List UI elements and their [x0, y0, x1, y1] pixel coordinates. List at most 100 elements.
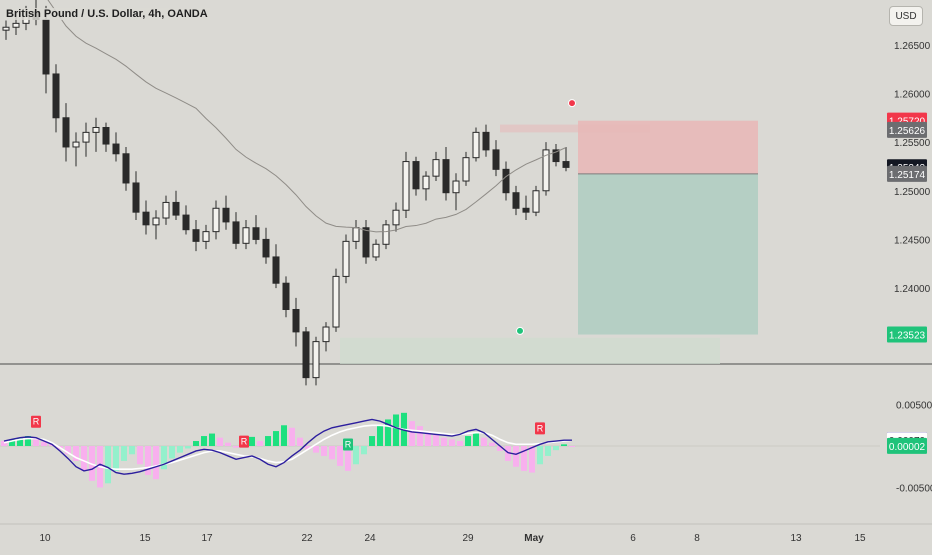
histogram-bar	[273, 431, 279, 446]
candle-body	[522, 207, 530, 213]
histogram-bar	[393, 414, 399, 446]
histogram-bar	[529, 446, 535, 473]
candle-body	[182, 214, 190, 231]
histogram-bar	[201, 436, 207, 446]
candle-body	[252, 227, 260, 240]
candle-body	[262, 238, 270, 258]
candle-body	[362, 227, 370, 258]
candle-body	[102, 126, 110, 145]
signal-marker	[535, 422, 545, 435]
currency-button[interactable]: USD	[889, 6, 923, 26]
candle-body	[162, 201, 170, 219]
candle-body	[62, 117, 70, 148]
candle-body	[482, 131, 490, 151]
histogram-bar	[489, 442, 495, 446]
histogram-bar	[129, 446, 135, 455]
candle-body	[72, 141, 80, 148]
histogram-bar	[417, 426, 423, 446]
histogram-bar	[177, 446, 183, 453]
osc-badge-bg	[887, 437, 927, 454]
histogram-bar	[121, 446, 127, 461]
candle-body	[542, 149, 550, 192]
candle-body	[472, 131, 480, 159]
candle-body	[222, 207, 230, 223]
histogram-bar	[9, 439, 15, 446]
histogram-bar	[17, 437, 23, 446]
price-badge: 1.25626	[889, 126, 926, 137]
candle-body	[422, 175, 430, 190]
histogram-bar	[105, 446, 111, 484]
time-tick-label: 8	[694, 533, 700, 544]
candle-body	[352, 227, 360, 242]
candle-body	[172, 201, 180, 216]
histogram-bar	[137, 446, 143, 465]
candle-body	[452, 180, 460, 194]
histogram-bar	[409, 421, 415, 446]
histogram-bar	[65, 446, 71, 455]
candle-body	[342, 240, 350, 277]
time-tick-label: 29	[462, 533, 474, 544]
sell-signal-dot	[568, 99, 576, 108]
time-tick-label: 10	[39, 533, 51, 544]
candle-body	[282, 282, 290, 310]
histogram-bar	[249, 436, 255, 446]
chart-title: British Pound / U.S. Dollar, 4h, OANDA	[4, 8, 210, 20]
histogram-bar	[257, 441, 263, 446]
signal-marker	[239, 435, 249, 448]
histogram-bar	[113, 446, 119, 471]
osc-tick-label: -0.00500	[896, 483, 932, 494]
histogram-bar	[281, 425, 287, 446]
histogram-bar	[233, 446, 239, 448]
candle-body	[152, 217, 160, 226]
histogram-bar	[433, 434, 439, 446]
histogram-bar	[329, 446, 335, 460]
price-tick-label: 1.26000	[894, 89, 931, 100]
histogram-bar	[73, 446, 79, 461]
histogram-bar	[465, 436, 471, 446]
histogram-bar	[345, 446, 351, 471]
moving-average-line	[47, 0, 567, 233]
candle-body	[322, 326, 330, 343]
take-profit-zone	[578, 173, 758, 335]
histogram-bar	[153, 446, 159, 480]
price-badge-bg	[887, 326, 927, 343]
signal-marker	[343, 438, 353, 451]
histogram-bar	[425, 431, 431, 446]
histogram-bar	[353, 446, 359, 465]
signal-marker-label: R	[33, 417, 40, 427]
candle-body	[92, 126, 100, 133]
price-tick-label: 1.24000	[894, 284, 931, 295]
candle-body	[432, 159, 440, 177]
price-tick-label: 1.26500	[894, 41, 931, 52]
candle-body	[502, 168, 510, 194]
candle-body	[132, 182, 140, 213]
histogram-bar	[545, 446, 551, 456]
histogram-bar	[161, 446, 167, 470]
price-tick-label: 1.25000	[894, 187, 931, 198]
price-tick-label: 1.25500	[894, 138, 931, 149]
histogram-bar	[385, 419, 391, 446]
time-tick-label: 17	[201, 533, 213, 544]
histogram-bar	[513, 446, 519, 467]
time-tick-label: 15	[854, 533, 866, 544]
candle-body	[302, 331, 310, 379]
candle-body	[372, 243, 380, 258]
resistance-zone	[500, 124, 650, 133]
candle-body	[112, 143, 120, 155]
histogram-bar	[185, 446, 191, 449]
price-badge-bg	[887, 165, 927, 182]
candle-body	[462, 157, 470, 182]
histogram-bar	[193, 441, 199, 446]
histogram-bar	[145, 446, 151, 476]
osc-tick-label: 0.00500	[896, 401, 932, 412]
histogram-bar	[81, 446, 87, 471]
signal-marker-label: R	[241, 437, 248, 447]
histogram-bar	[265, 436, 271, 446]
candle-body	[562, 161, 570, 168]
histogram-bar	[1, 441, 7, 446]
histogram-bar	[25, 436, 31, 446]
buy-signal-dot	[516, 326, 524, 335]
histogram-bar	[169, 446, 175, 459]
